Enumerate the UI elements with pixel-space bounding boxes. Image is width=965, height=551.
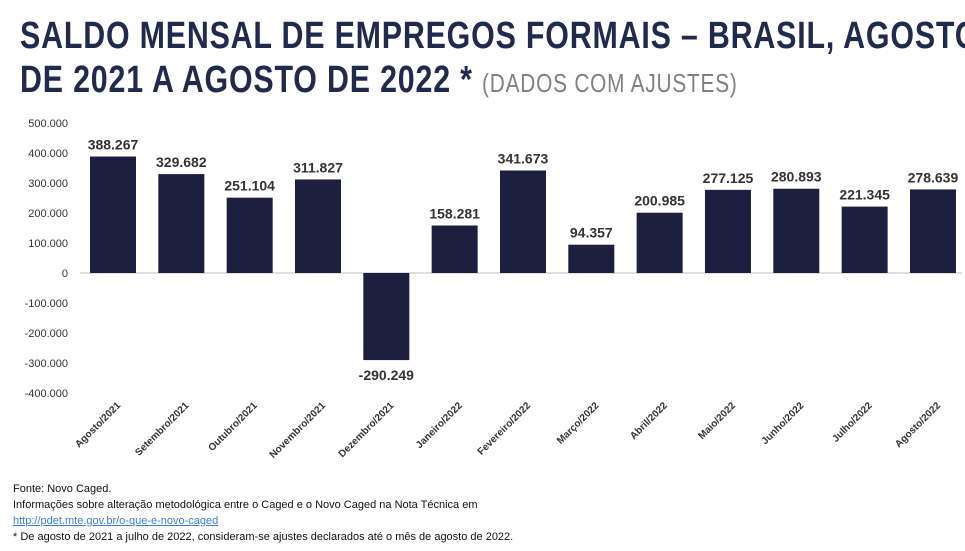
title-asterisk: * xyxy=(460,59,473,101)
bar xyxy=(294,179,341,273)
x-tick-label: Maio/2022 xyxy=(697,400,739,442)
bar xyxy=(636,212,683,273)
y-tick-label: -300.000 xyxy=(25,358,68,370)
data-label: 158.281 xyxy=(429,206,480,222)
data-label: 221.345 xyxy=(839,187,890,203)
chart-title: SALDO MENSAL DE EMPREGOS FORMAIS – BRASI… xyxy=(20,14,965,105)
info-note: Informações sobre alteração metodológica… xyxy=(13,499,478,511)
bar xyxy=(773,188,820,273)
bar xyxy=(909,189,956,273)
bar xyxy=(568,244,615,273)
title-line-2-text: DE 2021 A AGOSTO DE 2022 xyxy=(20,59,451,101)
bar xyxy=(499,170,546,273)
x-tick-label: Agosto/2021 xyxy=(73,400,123,450)
data-label: 329.682 xyxy=(156,154,207,170)
y-tick-label: -400.000 xyxy=(25,388,68,400)
source-note: Fonte: Novo Caged. xyxy=(13,483,112,495)
x-tick-label: Agosto/2022 xyxy=(893,400,943,450)
x-tick-label: Outubro/2021 xyxy=(206,400,260,454)
caged-link[interactable]: http://pdet.mte.gov.br/o-que-e-novo-cage… xyxy=(13,515,219,527)
bar-chart: 500.000 400.000 300.000 200.000 100.000 0 -100… xyxy=(25,118,962,461)
y-tick-label: 400.000 xyxy=(28,148,68,160)
bar xyxy=(704,189,751,273)
title-line-1: SALDO MENSAL DE EMPREGOS FORMAIS – BRASI… xyxy=(20,15,965,57)
data-label: 200.985 xyxy=(634,193,685,209)
y-tick-label: -200.000 xyxy=(25,328,68,340)
x-tick-label: Junho/2022 xyxy=(760,400,807,447)
x-tick-label: Janeiro/2022 xyxy=(414,400,465,451)
y-tick-label: 500.000 xyxy=(28,118,68,130)
data-label: 280.893 xyxy=(771,169,822,185)
bar xyxy=(431,225,478,273)
x-tick-label: Dezembro/2021 xyxy=(337,400,397,460)
x-tick-label: Março/2022 xyxy=(555,400,602,447)
y-tick-label: 200.000 xyxy=(28,208,68,220)
x-tick-label: Novembro/2021 xyxy=(268,400,329,461)
y-tick-label: -100.000 xyxy=(25,298,68,310)
y-tick-label: 300.000 xyxy=(28,178,68,190)
title-subtitle: (DADOS COM AJUSTES) xyxy=(482,68,738,98)
y-tick-label: 100.000 xyxy=(28,238,68,250)
y-tick-label: 0 xyxy=(62,268,68,280)
x-tick-label: Julho/2022 xyxy=(830,400,875,445)
data-label: 311.827 xyxy=(293,159,343,175)
notes: Fonte: Novo Caged. Informações sobre alt… xyxy=(13,481,513,545)
title-line-2: DE 2021 A AGOSTO DE 2022 * (DADOS COM AJ… xyxy=(20,58,965,105)
bar xyxy=(226,197,273,273)
x-tick-label: Fevereiro/2022 xyxy=(476,400,534,458)
footnote: * De agosto de 2021 a julho de 2022, con… xyxy=(13,531,514,543)
data-label: -290.249 xyxy=(359,367,414,383)
data-label: 277.125 xyxy=(703,170,754,186)
bar xyxy=(158,174,205,273)
x-tick-label: Abril/2022 xyxy=(628,400,670,442)
x-tick-label: Setembro/2021 xyxy=(133,400,191,458)
bar xyxy=(841,206,888,273)
data-label: 341.673 xyxy=(498,150,549,166)
data-label: 278.639 xyxy=(908,169,959,185)
data-label: 388.267 xyxy=(88,137,139,153)
data-label: 94.357 xyxy=(570,225,613,241)
bar xyxy=(363,273,410,361)
data-label: 251.104 xyxy=(224,178,275,194)
bar xyxy=(90,156,136,273)
